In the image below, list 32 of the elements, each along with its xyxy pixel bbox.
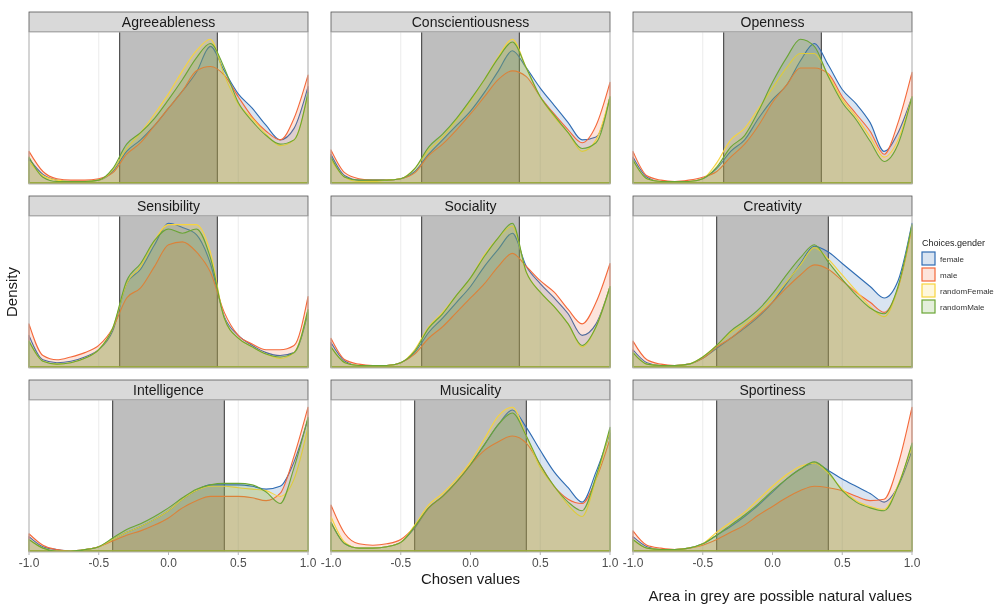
chart-title: Agreeableness [121, 14, 216, 30]
legend-label: randomMale [940, 303, 986, 312]
x-tick-label: -1.0 [320, 556, 342, 570]
x-axis-title: Chosen values [420, 570, 521, 587]
chart-title: Sociality [444, 198, 497, 214]
x-tick-label: -0.5 [390, 556, 412, 570]
chart-title: Intelligence [133, 382, 205, 398]
x-tick-label: -1.0 [622, 556, 644, 570]
x-tick-label: 1.0 [299, 556, 317, 570]
x-tick-label: 0.0 [764, 556, 782, 570]
chart-title: Creativity [743, 198, 802, 214]
legend-title: Choices.gender [922, 238, 986, 248]
x-tick-label: -0.5 [692, 556, 714, 570]
x-tick-label: 0.5 [833, 556, 851, 570]
y-axis-title: Density [3, 266, 20, 318]
x-tick-label: 1.0 [903, 556, 921, 570]
x-tick-label: 1.0 [601, 556, 619, 570]
legend-label: male [940, 271, 958, 280]
x-tick-label: 0.0 [462, 556, 480, 570]
x-tick-label: -1.0 [18, 556, 40, 570]
legend-label: randomFemale [940, 287, 995, 296]
chart-title: Sensibility [136, 198, 201, 214]
legend-label: female [940, 255, 965, 264]
chart-title: Conscientiousness [411, 14, 530, 30]
text: Area in grey are possible natural values [648, 587, 912, 604]
chart-title: Musicality [439, 382, 502, 398]
x-tick-label: -0.5 [88, 556, 110, 570]
chart-title: Openness [740, 14, 805, 30]
x-tick-label: 0.0 [160, 556, 178, 570]
chart-title: Sportiness [739, 382, 806, 398]
x-tick-label: 0.5 [531, 556, 549, 570]
x-tick-label: 0.5 [229, 556, 247, 570]
